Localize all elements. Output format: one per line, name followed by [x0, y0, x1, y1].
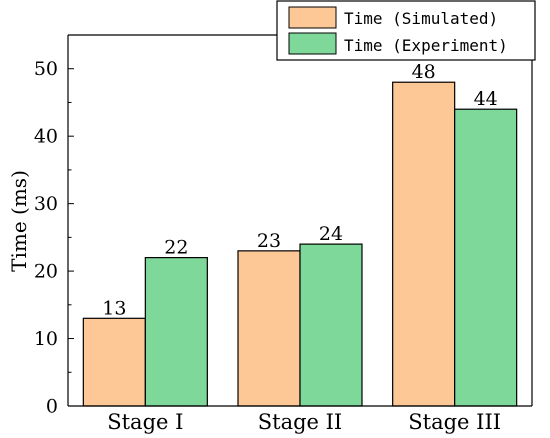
data-label-experiment-1: 22: [164, 237, 188, 259]
bar-experiment-2: [299, 243, 363, 407]
x-tick-label-3: Stage III: [408, 410, 501, 434]
y-tick-label-50: 50: [34, 58, 58, 80]
y-tick-label-30: 30: [34, 193, 58, 215]
legend-label-experiment: Time (Experiment): [344, 36, 508, 55]
y-tick-label-40: 40: [34, 126, 58, 148]
bar-simulated-1: [82, 317, 146, 407]
legend-swatch-experiment: [288, 32, 337, 55]
data-label-experiment-2: 24: [319, 223, 343, 245]
legend: Time (Simulated) Time (Experiment): [276, 0, 536, 61]
axes-group: Stage I Stage II Stage III 0 10 20 30 40 50: [34, 34, 533, 434]
x-tick-label-1: Stage I: [107, 410, 183, 434]
bar-experiment-1: [144, 257, 208, 407]
bar-simulated-2: [237, 250, 301, 407]
data-label-simulated-1: 13: [102, 297, 126, 319]
bar-experiment-3: [454, 108, 518, 407]
legend-label-simulated: Time (Simulated): [344, 9, 498, 28]
y-tick-label-20: 20: [34, 261, 58, 283]
y-tick-label-10: 10: [34, 328, 58, 350]
data-label-simulated-2: 23: [257, 230, 281, 252]
data-labels-group: 13 22 23 24 48 44: [102, 61, 498, 319]
x-tick-label-2: Stage II: [258, 410, 342, 434]
y-tick-label-0: 0: [46, 396, 58, 418]
data-label-experiment-3: 44: [474, 88, 498, 110]
legend-swatch-simulated: [288, 6, 337, 29]
bars-group: [82, 81, 518, 407]
y-axis-title: Time (ms): [7, 170, 31, 272]
data-label-simulated-3: 48: [412, 61, 436, 83]
bar-simulated-3: [392, 81, 456, 407]
